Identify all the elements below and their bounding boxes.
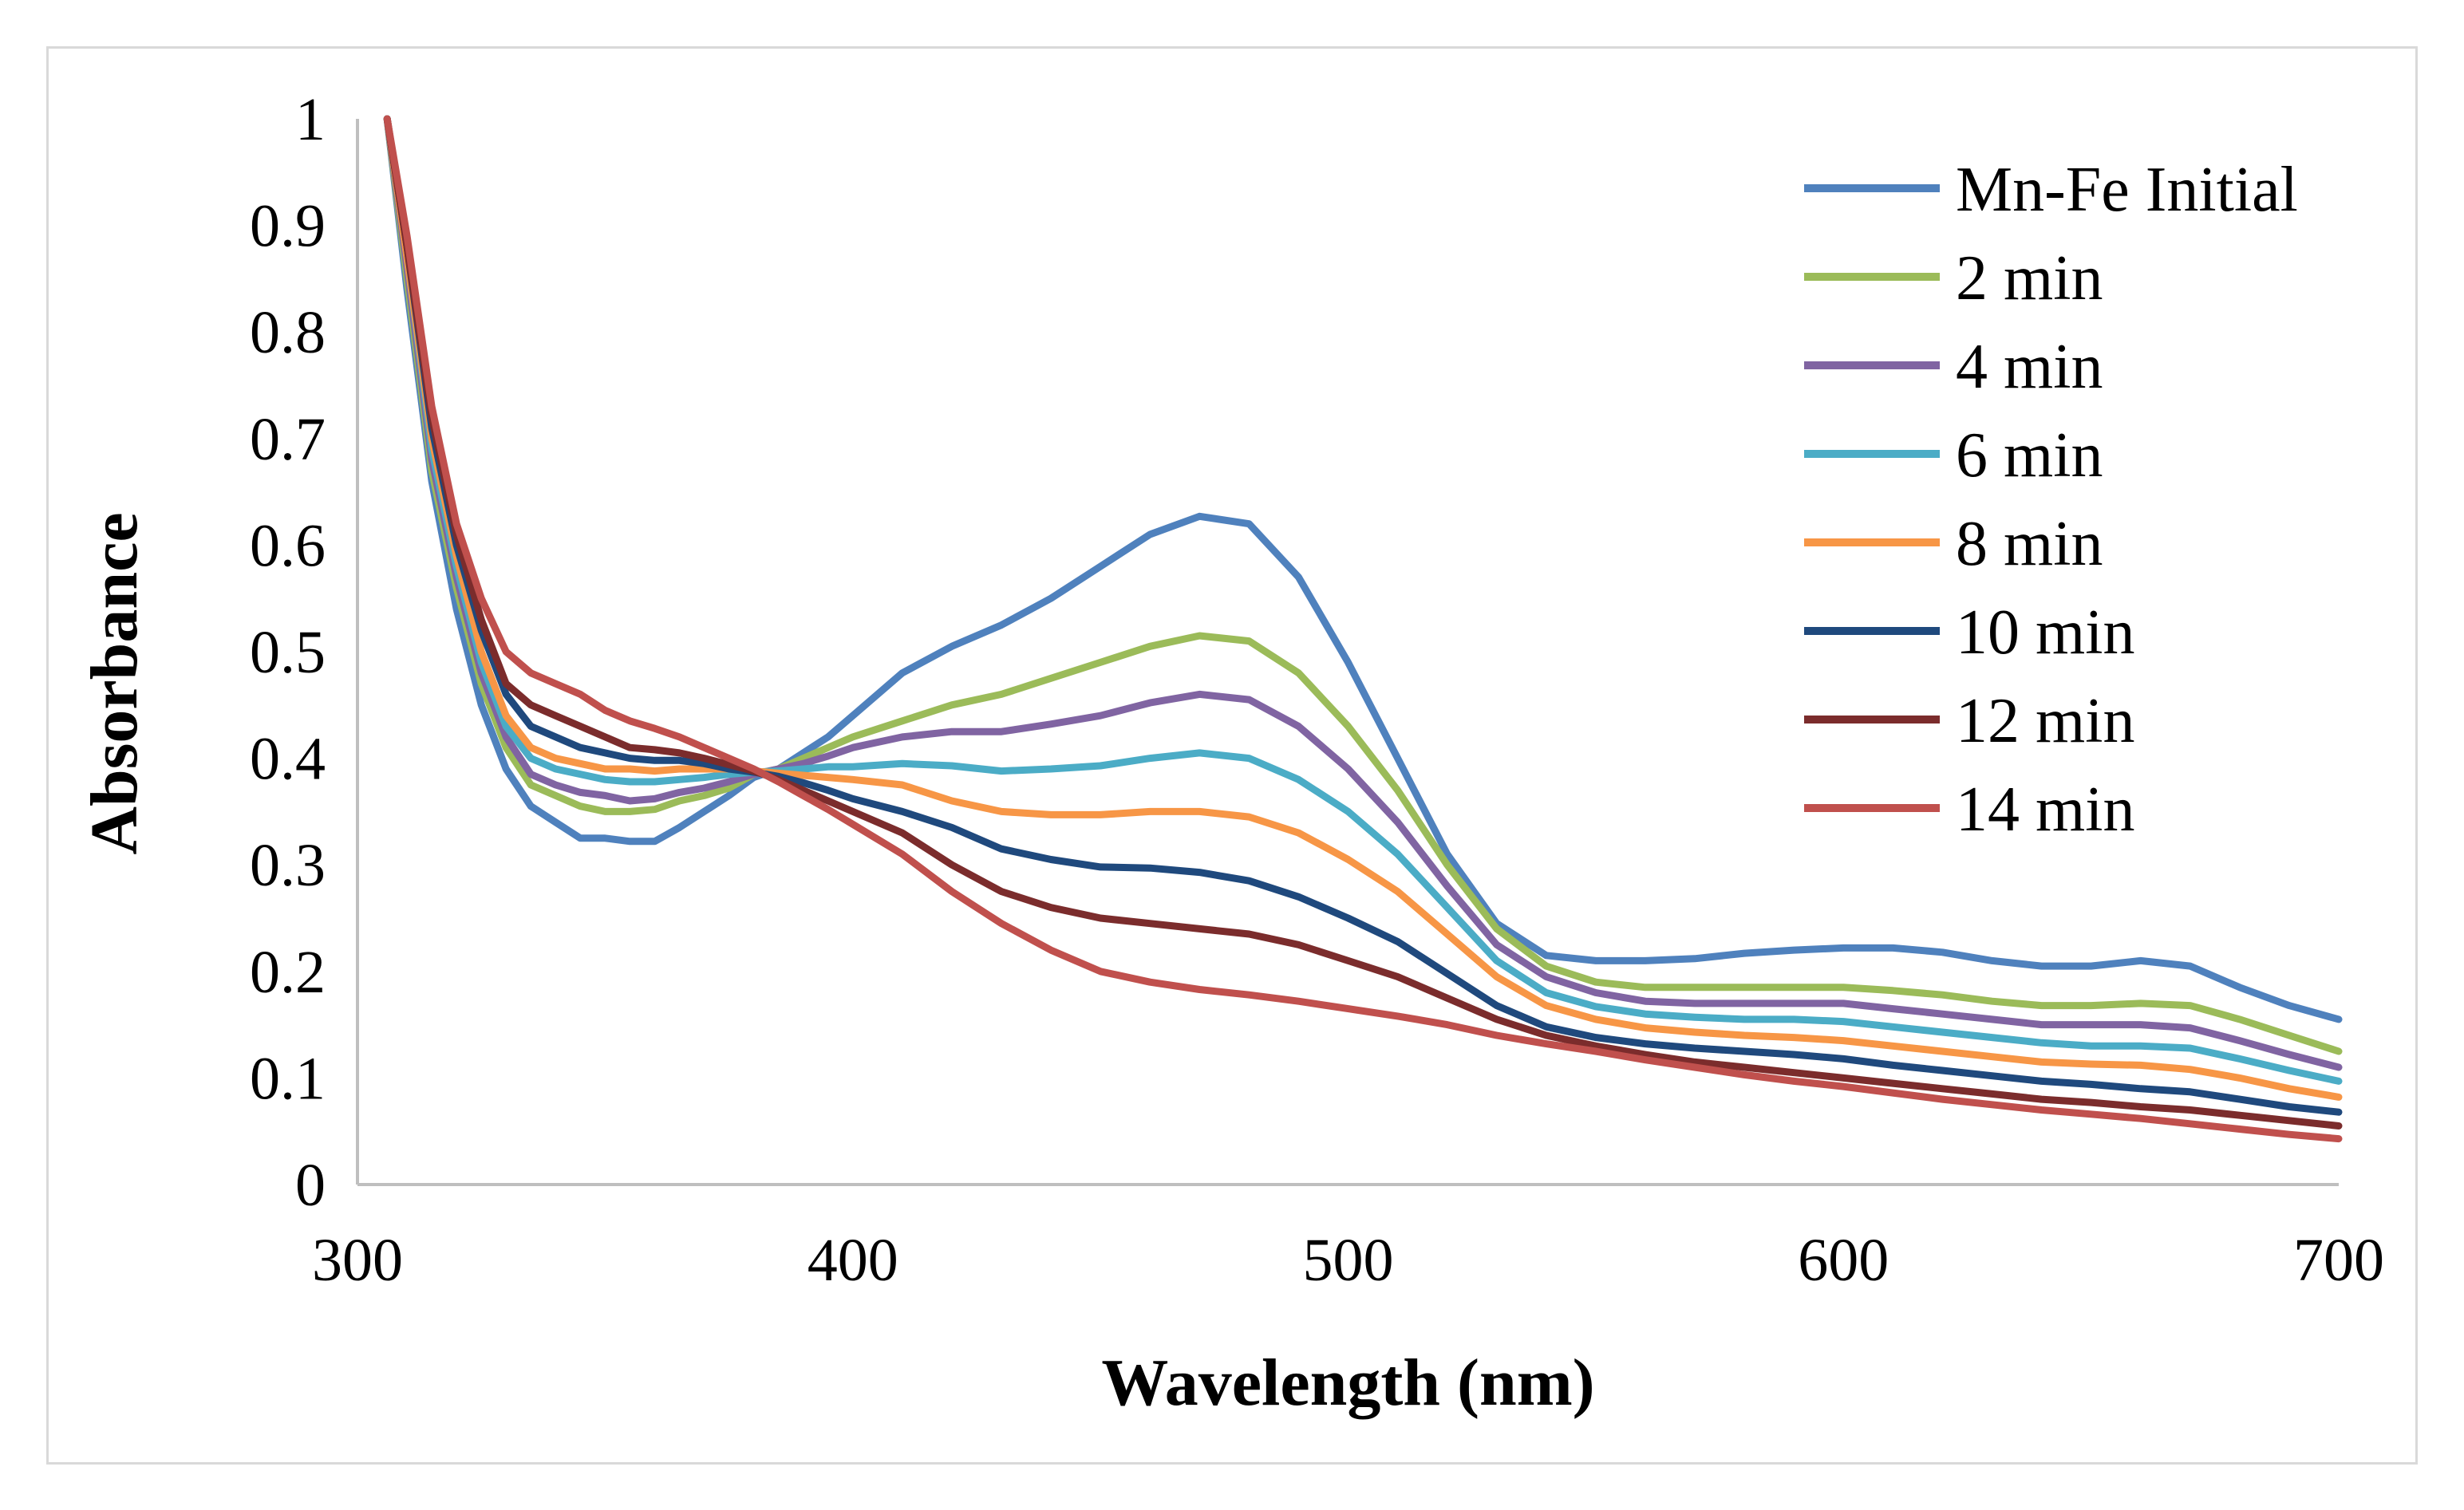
legend-label: 4 min	[1956, 332, 2103, 402]
legend-label: 8 min	[1956, 509, 2103, 579]
y-tick-label: 0.6	[250, 512, 326, 579]
y-tick-label: 0.9	[250, 193, 326, 260]
y-tick-label: 0.4	[250, 726, 326, 793]
x-tick-labels: 300 400 500 600 700	[312, 1227, 2384, 1294]
legend: Mn-Fe Initial 2 min 4 min 6 min 8 min 10 min 1…	[1804, 155, 2298, 845]
y-tick-label: 0.2	[250, 939, 326, 1006]
x-tick-label: 600	[1798, 1227, 1889, 1294]
series-line-1	[383, 115, 2343, 1055]
y-tick-label: 0.1	[250, 1045, 326, 1112]
axes	[356, 119, 2339, 1186]
series-line-0	[383, 115, 2343, 1023]
series-line-3	[383, 115, 2343, 1085]
x-axis-title: Wavelength (nm)	[1101, 1346, 1594, 1420]
x-tick-label: 700	[2293, 1227, 2384, 1294]
series-line-2	[383, 115, 2343, 1071]
y-tick-label: 0.5	[250, 619, 326, 686]
chart-frame: 0 0.1 0.2 0.3 0.4 0.5 0.6 0.7 0.8 0.9 1 300 400 500 6…	[46, 46, 2418, 1465]
y-tick-label: 0	[295, 1152, 326, 1219]
y-tick-label: 0.3	[250, 832, 326, 899]
legend-label: Mn-Fe Initial	[1956, 155, 2298, 225]
series-line-5	[383, 115, 2343, 1116]
series-line-7	[383, 115, 2343, 1143]
legend-label: 6 min	[1956, 420, 2103, 491]
y-axis-title: Absorbance	[77, 512, 152, 854]
legend-label: 14 min	[1956, 775, 2134, 845]
y-tick-label: 0.8	[250, 299, 326, 366]
y-tick-labels: 0 0.1 0.2 0.3 0.4 0.5 0.6 0.7 0.8 0.9 1	[250, 86, 326, 1219]
y-tick-label: 0.7	[250, 406, 326, 473]
chart: 0 0.1 0.2 0.3 0.4 0.5 0.6 0.7 0.8 0.9 1 300 400 500 6…	[77, 86, 2384, 1420]
legend-label: 12 min	[1956, 686, 2134, 756]
series-line-4	[383, 115, 2343, 1101]
legend-label: 10 min	[1956, 597, 2134, 668]
y-tick-label: 1	[295, 86, 326, 153]
series-line-6	[383, 115, 2343, 1130]
x-tick-label: 300	[312, 1227, 403, 1294]
series-lines	[383, 115, 2343, 1143]
x-tick-label: 400	[808, 1227, 898, 1294]
x-tick-label: 500	[1303, 1227, 1394, 1294]
legend-label: 2 min	[1956, 243, 2103, 313]
